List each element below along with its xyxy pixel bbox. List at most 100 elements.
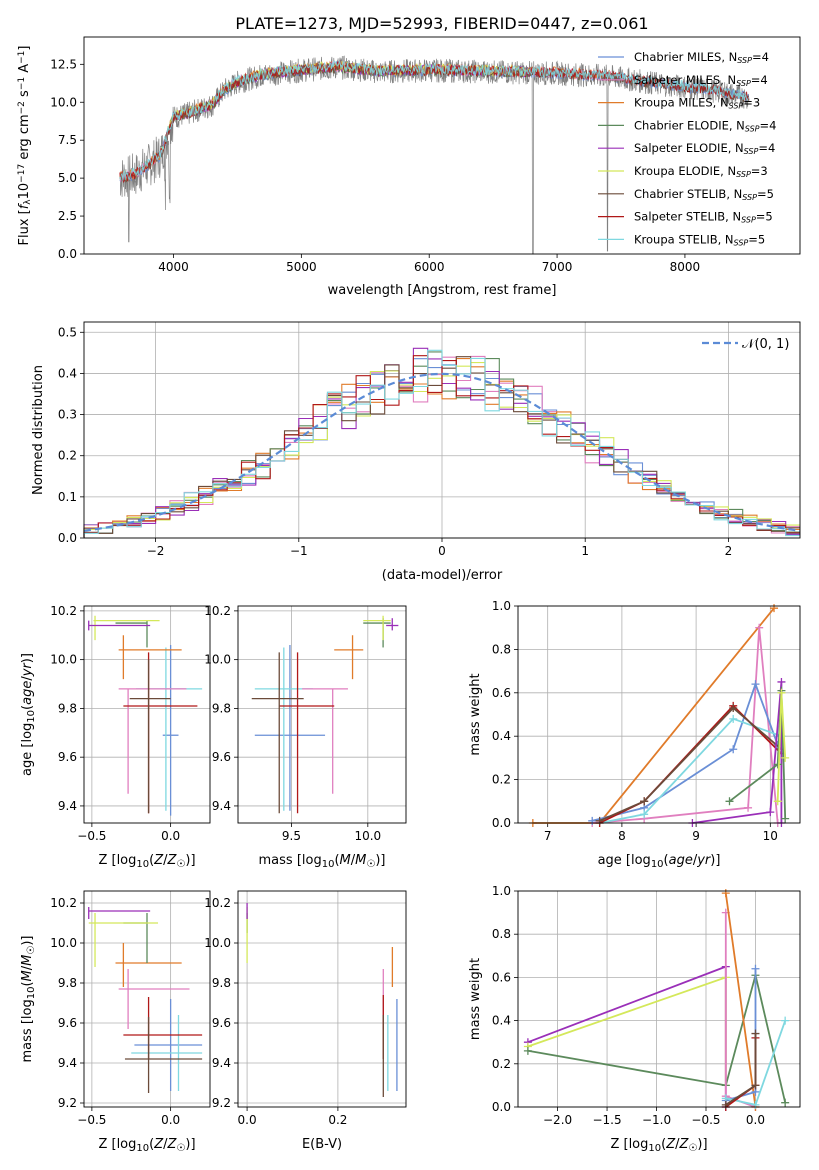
x-tick-label: 7 — [544, 829, 552, 843]
y-tick-label: 9.8 — [212, 701, 231, 715]
y-tick-label: 0.4 — [492, 1014, 511, 1028]
legend-entry-label: Salpeter ELODIE, NSSP=4 — [634, 141, 775, 156]
y-tick-label: 0.6 — [492, 970, 511, 984]
y-tick-label: 0.8 — [492, 642, 511, 656]
axes-frame — [517, 890, 801, 1108]
x-tick-label: 0.2 — [328, 1113, 347, 1127]
x-tick-label: 7000 — [542, 260, 573, 274]
x-tick-label: 0.0 — [238, 1113, 257, 1127]
mass-weight-marker — [640, 810, 649, 819]
legend-entry-label: Salpeter STELIB, NSSP=5 — [634, 210, 773, 225]
mass-weight-marker — [751, 1100, 760, 1109]
y-tick-label: 9.6 — [58, 750, 77, 764]
mass-weight-marker — [595, 816, 604, 825]
x-tick-label: −2.0 — [543, 1113, 572, 1127]
mass-weight-marker — [770, 604, 779, 613]
mass-weight-marker — [523, 1046, 532, 1055]
y-tick-label: 12.5 — [50, 57, 77, 71]
x-tick-label: 0.0 — [161, 829, 180, 843]
axes-frame — [237, 890, 407, 1108]
mass-weight-marker — [744, 803, 753, 812]
axes-frame — [83, 605, 211, 824]
age-vs-mass-panel: 9.5 10.0 9.4 9.6 9.8 10.0 10.2 mass [log10(M/M☉… — [204, 604, 407, 870]
mass-weight-line — [591, 681, 779, 822]
x-tick-label: 5000 — [286, 260, 317, 274]
axes-frame — [517, 605, 801, 824]
y-tick-label: 0.8 — [492, 927, 511, 941]
mass-weight-line — [599, 717, 782, 824]
y-tick-label: 2.5 — [58, 209, 77, 223]
y-tick-label: 10.2 — [204, 604, 231, 618]
y-tick-label: 9.4 — [212, 1056, 231, 1070]
x-axis-label: wavelength [Angstrom, rest frame] — [328, 283, 557, 298]
y-tick-label: 9.6 — [58, 1016, 77, 1030]
mass-weight-line — [599, 706, 782, 822]
y-tick-label: 0.4 — [492, 729, 511, 743]
mass-weight-marker — [729, 703, 738, 712]
y-tick-label: 0.0 — [492, 1100, 511, 1114]
y-tick-label: 9.8 — [58, 701, 77, 715]
weight-vs-Z-panel: −2.0 −1.5 −1.0 −0.5 0.0 0.0 0.2 0.4 0.6 0.8 1.0 Z [… — [468, 884, 801, 1154]
y-tick-label: 10.2 — [204, 896, 231, 910]
x-axis-label: E(B-V) — [302, 1137, 342, 1152]
mass-vs-ebv-panel: 0.0 0.2 9.2 9.4 9.6 9.8 10.0 10.2 E(B-V) — [204, 890, 407, 1152]
y-tick-label: 10.2 — [50, 604, 77, 618]
y-axis-label: age [log10(age/yr)] — [20, 653, 37, 776]
y-tick-label: 10.0 — [50, 653, 77, 667]
y-tick-label: 0.2 — [492, 773, 511, 787]
legend-entry-label: 𝒩(0, 1) — [742, 337, 789, 352]
residuals-panel: −2 −1 0 1 2 0.0 0.1 0.2 0.3 0.4 0.5 𝒩(0, 1) (data-mo… — [31, 321, 801, 583]
y-axis-label: Flux [fλ10−17 erg cm−2 s−1 A−1] — [17, 46, 33, 246]
y-tick-label: 10.0 — [50, 95, 77, 109]
mass-weight-marker — [781, 753, 790, 762]
y-tick-label: 5.0 — [58, 171, 77, 185]
x-tick-label: 0.0 — [746, 1113, 765, 1127]
y-tick-label: 0.3 — [58, 408, 77, 422]
y-tick-label: 9.4 — [58, 799, 77, 813]
histogram-series — [83, 349, 800, 538]
legend-entry-label: Salpeter MILES, NSSP=4 — [634, 73, 768, 88]
x-tick-label: 0 — [438, 544, 446, 558]
y-tick-label: 0.1 — [58, 490, 77, 504]
x-tick-label: 8 — [618, 829, 626, 843]
mass-weight-marker — [588, 816, 597, 825]
x-tick-label: 2 — [725, 544, 733, 558]
x-tick-label: −0.5 — [691, 1113, 720, 1127]
axes-frame — [83, 321, 801, 539]
y-tick-label: 9.4 — [58, 1056, 77, 1070]
mass-weight-marker — [725, 797, 734, 806]
legend-entry-label: Chabrier STELIB, NSSP=5 — [634, 187, 774, 202]
y-tick-label: 10.0 — [204, 653, 231, 667]
x-tick-label: 4000 — [158, 260, 189, 274]
mass-weight-line — [724, 893, 757, 1108]
mass-weight-line — [527, 974, 787, 1103]
x-tick-label: −1.0 — [642, 1113, 671, 1127]
mass-weight-marker — [777, 677, 786, 686]
mass-weight-marker — [721, 889, 730, 898]
y-tick-label: 1.0 — [492, 599, 511, 613]
y-axis-label: mass weight — [468, 673, 483, 755]
mass-weight-marker — [729, 745, 738, 754]
age-vs-Z-panel: −0.5 0.0 9.4 9.6 9.8 10.0 10.2 Z [log10(Z/Z☉)] a… — [20, 604, 211, 870]
y-tick-label: 0.5 — [58, 325, 77, 339]
y-tick-label: 0.2 — [492, 1057, 511, 1071]
y-tick-label: 0.6 — [492, 686, 511, 700]
x-tick-label: 6000 — [414, 260, 445, 274]
x-tick-label: 10 — [763, 829, 778, 843]
x-axis-label: mass [log10(M/M☉)] — [259, 853, 386, 870]
weight-vs-age-panel: 7 8 9 10 0.0 0.2 0.4 0.6 0.8 1.0 age [log10(age/yr… — [468, 599, 801, 870]
x-axis-label: Z [log10(Z/Z☉)] — [98, 1137, 195, 1154]
y-tick-label: 0.0 — [492, 816, 511, 830]
y-axis-label: mass weight — [468, 958, 483, 1040]
y-tick-label: 9.6 — [212, 750, 231, 764]
model-spectrum-line — [119, 59, 750, 184]
mass-weight-line — [692, 681, 783, 824]
mass-weight-marker — [781, 814, 790, 823]
normal-distribution-curve — [83, 372, 801, 532]
histogram-series — [83, 355, 800, 538]
x-tick-label: 9 — [692, 829, 700, 843]
x-tick-label: −1 — [290, 544, 308, 558]
mass-vs-Z-panel: −0.5 0.0 9.2 9.4 9.6 9.8 10.0 10.2 Z [log10(Z/Z☉… — [20, 890, 211, 1154]
mass-weight-marker — [766, 808, 775, 817]
